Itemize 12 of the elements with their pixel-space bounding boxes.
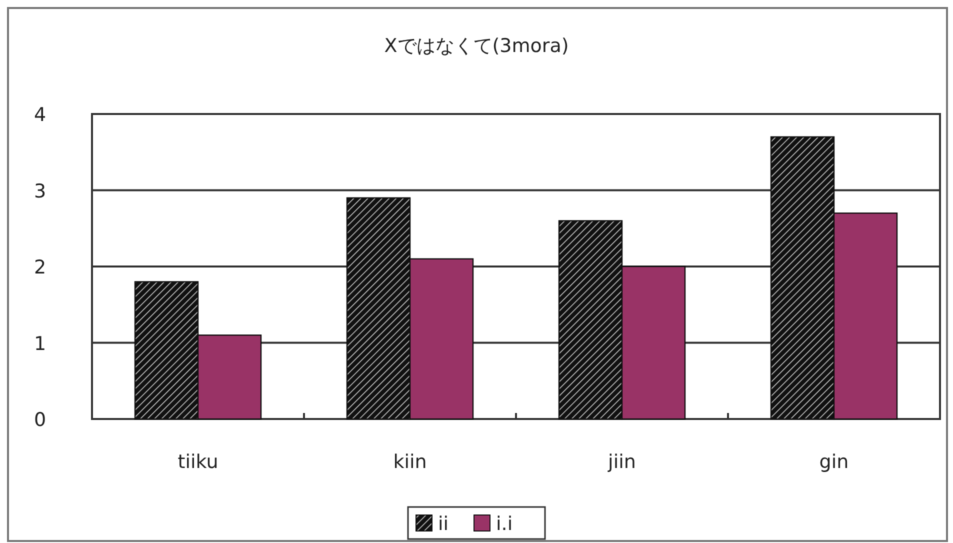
y-tick-label: 0 [34, 409, 46, 431]
legend-label: ii [438, 513, 449, 535]
y-tick-label: 2 [34, 256, 46, 278]
legend-label: i.i [496, 513, 513, 535]
y-tick-label: 3 [34, 180, 46, 202]
x-tick-label: kiin [393, 451, 427, 473]
y-tick-label: 4 [34, 104, 46, 126]
y-tick-label: 1 [34, 332, 46, 355]
x-tick-label: tiiku [178, 451, 218, 473]
chart-title: Xではなくて(3mora) [384, 35, 569, 57]
x-tick-label: gin [819, 451, 849, 473]
x-tick-label: jiin [607, 451, 636, 473]
